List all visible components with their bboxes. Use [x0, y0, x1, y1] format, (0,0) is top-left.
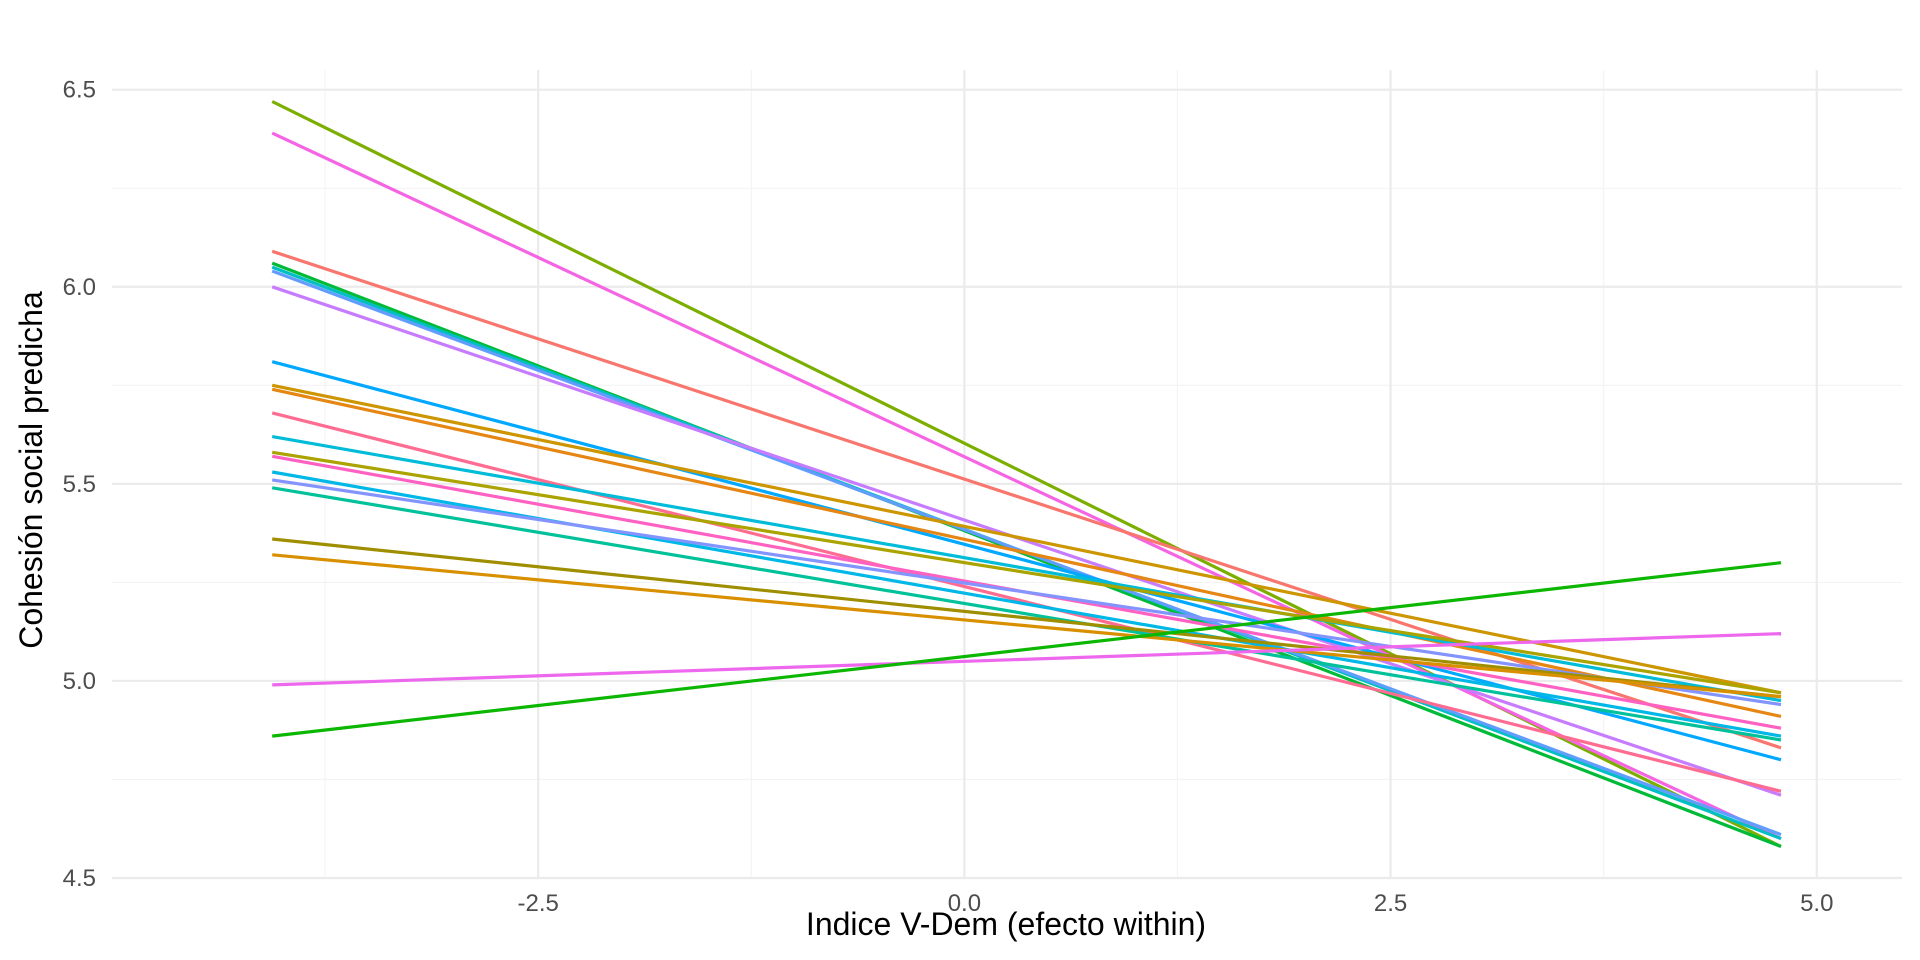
x-axis-ticks: -2.5 0.0 2.5 5.0	[518, 890, 1834, 917]
grid	[112, 70, 1902, 880]
y-axis-ticks: 4.5 5.0 5.5 6.0 6.5	[63, 77, 96, 892]
series-line-19	[272, 553, 1782, 699]
series-line-3	[271, 249, 1782, 750]
series-line-17	[271, 486, 1782, 742]
series-line-4	[271, 261, 1782, 848]
x-tick-label: 5.0	[1800, 890, 1833, 917]
series-line-10	[271, 387, 1782, 718]
y-tick-label: 4.5	[63, 865, 96, 892]
series-line-9	[271, 383, 1782, 695]
series-line-13	[271, 450, 1782, 695]
series-line-11	[271, 411, 1782, 793]
series-line-16	[271, 478, 1782, 707]
series-lines	[271, 100, 1782, 848]
series-line-20	[272, 632, 1782, 687]
series-line-2	[271, 131, 1782, 841]
series-line-12	[271, 435, 1782, 703]
series-line-15	[271, 470, 1782, 738]
x-tick-label: -2.5	[518, 890, 559, 917]
y-axis-title: Cohesión social predicha	[13, 291, 49, 649]
x-tick-label: 0.0	[948, 890, 981, 917]
y-tick-label: 6.0	[63, 274, 96, 301]
series-line-7	[271, 285, 1782, 797]
x-axis-title: Indice V-Dem (efecto within)	[806, 906, 1206, 942]
y-tick-label: 5.5	[63, 471, 96, 498]
series-line-8	[271, 360, 1782, 762]
x-tick-label: 2.5	[1374, 890, 1407, 917]
y-tick-label: 5.0	[63, 668, 96, 695]
series-line-21	[272, 561, 1782, 738]
y-tick-label: 6.5	[63, 77, 96, 104]
series-line-18	[272, 537, 1782, 699]
